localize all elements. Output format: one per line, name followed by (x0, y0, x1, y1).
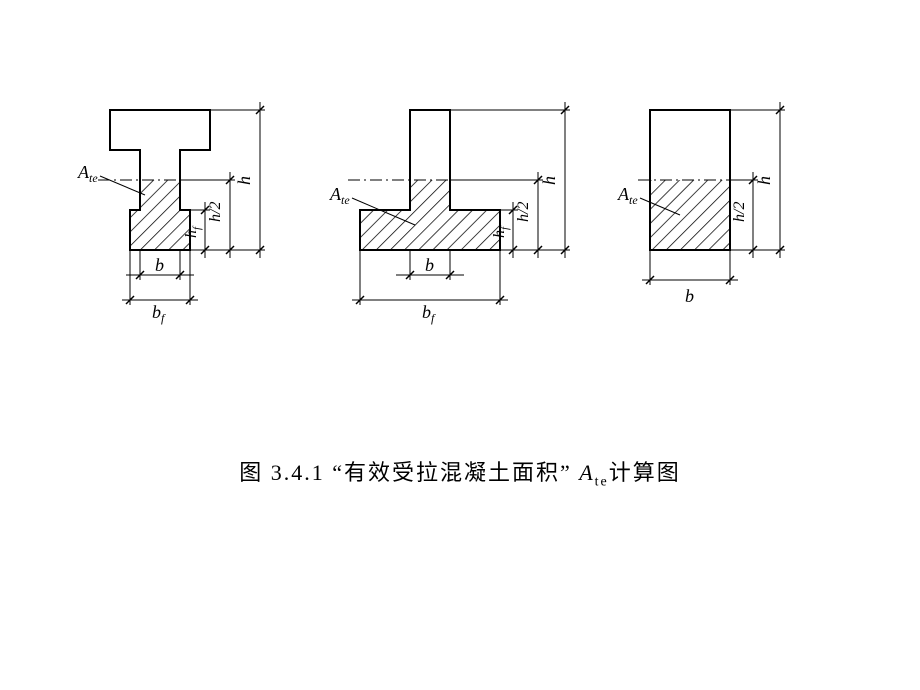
dim-b-1: b (126, 250, 194, 280)
svg-text:h/2: h/2 (515, 202, 532, 222)
svg-text:h: h (234, 176, 254, 185)
ate-label-1: Ate (77, 162, 98, 185)
ate-label-2: Ate (329, 184, 350, 207)
diagram-svg: Ate h h/2 hf (70, 90, 850, 400)
svg-text:b: b (425, 255, 434, 275)
dim-b-3: b (642, 250, 738, 306)
shape-3: Ate h h/2 b (617, 102, 785, 306)
ate-label-3: Ate (617, 184, 638, 207)
shape-1: Ate h h/2 hf (77, 102, 265, 325)
svg-text:h/2: h/2 (731, 202, 748, 222)
svg-text:b: b (155, 255, 164, 275)
svg-text:b: b (685, 286, 694, 306)
dim-b-2: b (396, 250, 464, 280)
svg-text:bf: bf (422, 302, 436, 325)
svg-text:bf: bf (152, 302, 166, 325)
svg-text:h/2: h/2 (207, 202, 224, 222)
shape-2: Ate h h/2 hf (329, 102, 570, 325)
figure-caption: 图 3.4.1 “有效受拉混凝土面积” Ate计算图 (0, 455, 920, 490)
diagram-container: Ate h h/2 hf (70, 90, 850, 390)
